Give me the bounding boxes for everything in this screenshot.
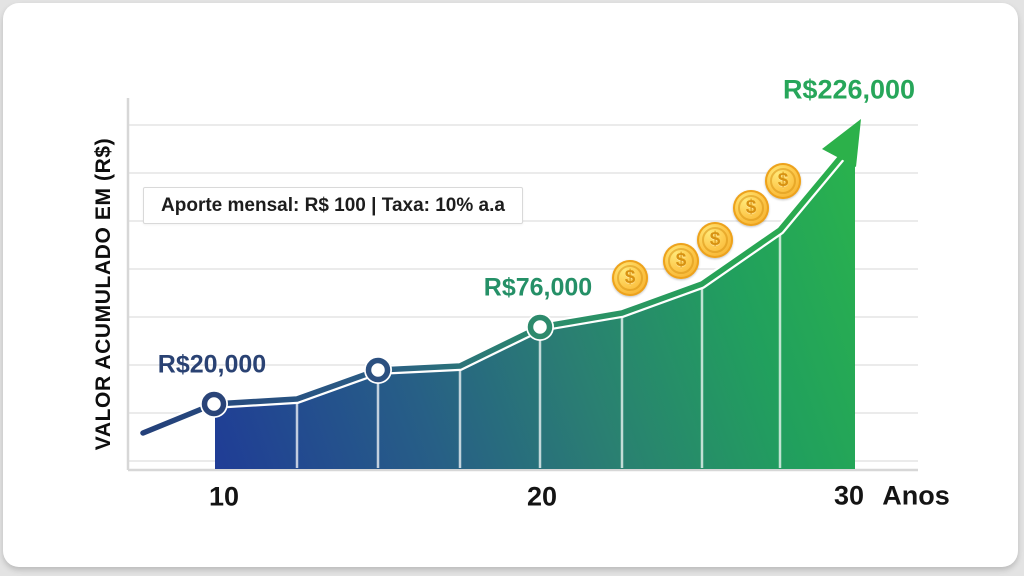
x-axis-unit-label: Anos bbox=[882, 480, 950, 511]
coin-dollar-symbol: $ bbox=[675, 250, 687, 271]
value-label-year-10: R$20,000 bbox=[157, 350, 267, 379]
marker-year-15 bbox=[364, 356, 392, 384]
coin-dollar-symbol: $ bbox=[745, 197, 757, 218]
annotation-box: Aporte mensal: R$ 100 | Taxa: 10% a.a bbox=[143, 187, 523, 224]
dollar-coin-icon: $ bbox=[663, 243, 699, 279]
y-axis-label: VALOR ACUMULADO EM (R$) bbox=[92, 137, 115, 451]
marker-year-20 bbox=[526, 313, 554, 341]
dollar-coin-icon: $ bbox=[697, 222, 733, 258]
segment-separators bbox=[295, 233, 782, 468]
area-fill bbox=[215, 143, 855, 469]
coin-dollar-symbol: $ bbox=[624, 267, 636, 288]
marker-year-10 bbox=[200, 390, 228, 418]
dollar-coin-icon: $ bbox=[765, 163, 801, 199]
x-tick-10: 10 bbox=[208, 481, 240, 512]
trend-line bbox=[140, 155, 843, 436]
value-label-year-30: R$226,000 bbox=[782, 74, 916, 105]
dollar-coin-icon: $ bbox=[612, 260, 648, 296]
coin-dollar-symbol: $ bbox=[709, 229, 721, 250]
value-label-year-20: R$76,000 bbox=[483, 273, 593, 302]
x-tick-20: 20 bbox=[526, 481, 558, 512]
x-tick-30: 30 bbox=[833, 480, 865, 511]
up-arrow-icon bbox=[822, 119, 861, 167]
annotation-text: Aporte mensal: R$ 100 | Taxa: 10% a.a bbox=[161, 194, 505, 216]
dollar-coin-icon: $ bbox=[733, 190, 769, 226]
coin-dollar-symbol: $ bbox=[777, 170, 789, 191]
